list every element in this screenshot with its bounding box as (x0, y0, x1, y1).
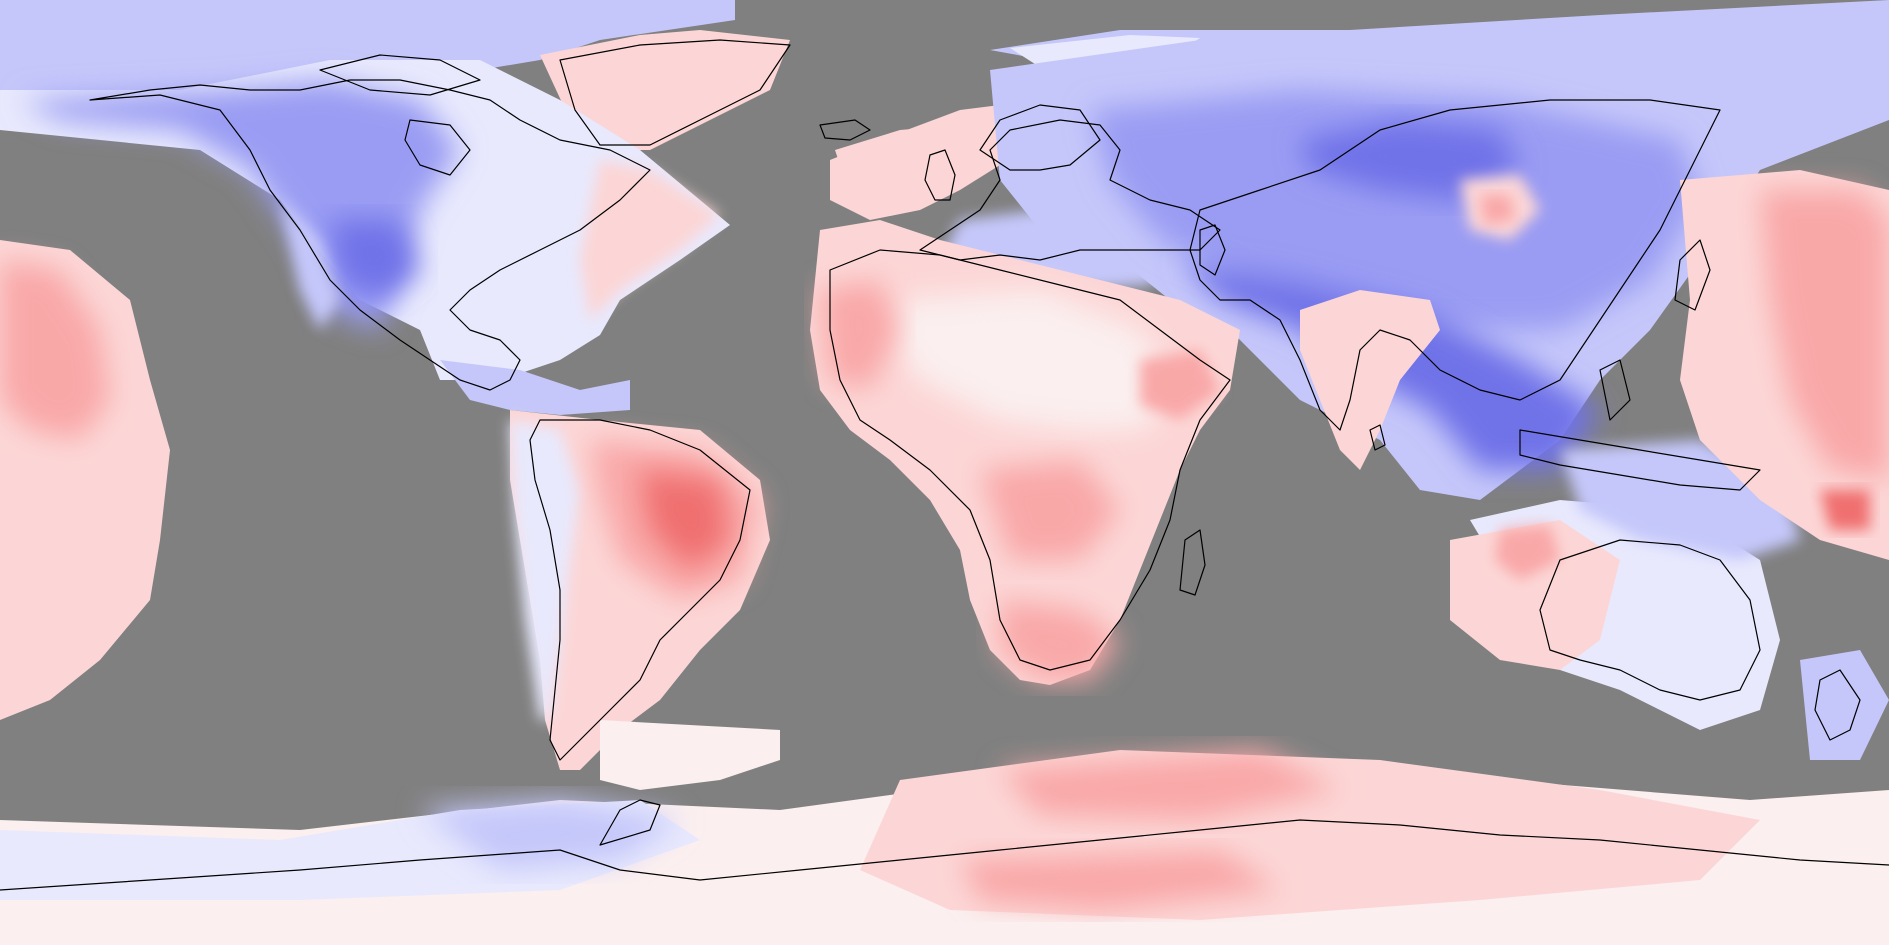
south-america-region (440, 360, 780, 790)
na-east-coast-warm (580, 160, 720, 320)
antarctica-warm-core (1000, 750, 1340, 820)
coast-arctic-islands (319, 54, 481, 96)
coast-new-zealand (1814, 669, 1861, 741)
australia-region (1450, 440, 1889, 760)
sa-very-hot (640, 470, 730, 570)
north-america-region (0, 60, 730, 380)
greenland-warm (540, 30, 790, 150)
na-strong-cold-plains (330, 220, 420, 300)
sa-southern-tip (600, 720, 780, 790)
arctic-band-west (0, 0, 735, 110)
coast-indonesia (1519, 429, 1761, 491)
coast-north-america (89, 79, 651, 391)
coast-uk (924, 149, 956, 201)
coastlines (0, 39, 1889, 891)
coast-europe (919, 119, 1221, 261)
australia-warm-west (1450, 520, 1620, 670)
africa-central-warm (980, 460, 1120, 560)
coast-caspian (1199, 224, 1226, 276)
na-west-coast-cool (280, 200, 340, 330)
coast-antarctic-peninsula (599, 799, 661, 846)
africa-region (810, 220, 1240, 685)
coast-australia (1539, 539, 1761, 701)
africa-neutral-sahara (890, 290, 1180, 430)
coast-iceland (819, 119, 871, 141)
antarctica-region (0, 750, 1889, 945)
coast-africa (829, 249, 1231, 671)
coast-japan (1674, 239, 1711, 311)
coast-madagascar (1179, 529, 1206, 596)
coast-antarctica (0, 819, 1889, 891)
pacific-region (0, 170, 1889, 720)
antarctica-warm-south (960, 850, 1280, 910)
asia-cold-core (1090, 90, 1700, 330)
antarctica-cool-mid (420, 800, 680, 870)
africa-west-warm (820, 280, 900, 390)
coast-scandinavia (979, 104, 1101, 171)
coast-south-america (529, 419, 751, 761)
west-pacific-hot (0, 260, 110, 440)
coast-greenland (559, 39, 791, 146)
ethiopia-warm (1140, 350, 1220, 420)
east-pacific-hot (1760, 190, 1889, 480)
coast-sri-lanka (1369, 424, 1386, 451)
east-pacific-spot (1820, 490, 1870, 530)
central-america-cool (440, 360, 630, 415)
coast-asia (1189, 99, 1721, 431)
sa-west-cool (510, 420, 580, 720)
new-zealand-cool (1800, 650, 1889, 760)
coast-hudson-bay (404, 119, 471, 176)
iceland-warm (835, 125, 960, 200)
mongolia-hot-spot (1480, 195, 1515, 225)
asia-region (990, 40, 1889, 500)
australia-hot-spot (1495, 525, 1560, 580)
coast-philippines (1599, 359, 1631, 421)
